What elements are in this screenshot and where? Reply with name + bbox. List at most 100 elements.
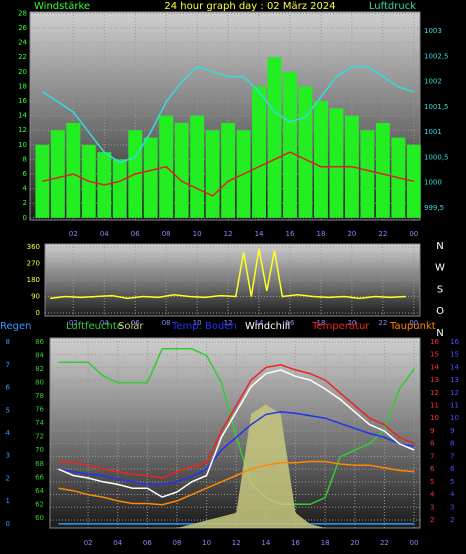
y3-tick-label: 2 — [6, 474, 10, 482]
x-tick-label: 20 — [350, 539, 359, 547]
y2-tick-label: 82 — [35, 365, 44, 373]
y2-tick-label: 1000,5 — [424, 153, 449, 161]
x-tick-label: 22 — [378, 319, 387, 327]
line — [41, 65, 415, 164]
y-tick-label: 6 — [23, 170, 28, 178]
y2-tick-label: 72 — [35, 433, 44, 441]
left-axis-title: Windstärke — [34, 1, 90, 12]
y3-tick-label: 5 — [6, 406, 10, 414]
x-tick-label: 04 — [113, 539, 122, 547]
legend-entry: Temp. Boden — [171, 321, 237, 332]
x-tick-label: 06 — [131, 319, 140, 327]
y-tick-label: 26 — [18, 24, 27, 32]
legend-entry: Taupunkt — [389, 321, 436, 332]
x-tick-label: 04 — [100, 230, 109, 238]
y2-tick-label: 70 — [35, 446, 44, 454]
y-tick-label: 6 — [430, 465, 435, 473]
y3-tick-label: 7 — [6, 361, 10, 369]
y-tick-label: 12 — [18, 126, 27, 134]
y-tick-label: 8 — [23, 155, 27, 163]
y-tick-label: 12 — [430, 389, 439, 397]
y-tick-label: 16 — [18, 97, 27, 105]
legend-entry: Temperatur — [311, 321, 370, 332]
y-tick-label: 11 — [430, 402, 439, 410]
bar — [360, 130, 375, 218]
chart-title: 24 hour graph day : 02 März 2024 — [164, 1, 335, 12]
bar — [406, 144, 421, 218]
compass-label: N — [436, 241, 443, 252]
y2-tick-label: 1001 — [424, 128, 442, 136]
y-tick-label: 0 — [36, 309, 40, 317]
x-tick-label: 02 — [84, 539, 93, 547]
y3-tick-label: 6 — [6, 384, 11, 392]
bar — [143, 137, 158, 218]
y2-tick-label: 78 — [35, 392, 44, 400]
y-tick-label: 7 — [450, 452, 454, 460]
y3-tick-label: 1 — [6, 497, 10, 505]
y-tick-label: 24 — [18, 39, 27, 47]
y2-tick-label: 1003 — [424, 27, 442, 35]
y-tick-label: 8 — [450, 440, 454, 448]
x-tick-label: 02 — [69, 319, 78, 327]
legend-entry: Luftfeuchte — [66, 321, 123, 332]
x-tick-label: 08 — [173, 539, 182, 547]
y-tick-label: 5 — [450, 478, 454, 486]
x-tick-label: 00 — [409, 230, 418, 238]
line — [58, 460, 415, 506]
y-tick-label: 4 — [430, 491, 435, 499]
line — [42, 151, 414, 197]
y-tick-label: 14 — [450, 363, 459, 371]
bar — [112, 159, 127, 218]
bar — [252, 86, 267, 218]
y-tick-label: 180 — [27, 276, 40, 284]
y-tick-label: 12 — [450, 389, 459, 397]
line — [50, 248, 407, 300]
y2-tick-label: 62 — [35, 500, 44, 508]
bar — [221, 122, 236, 218]
y2-tick-label: 80 — [35, 379, 44, 387]
y2-tick-label: 60 — [35, 514, 44, 522]
y2-tick-label: 1002 — [424, 78, 442, 86]
y-tick-label: 9 — [450, 427, 454, 435]
y-tick-label: 14 — [430, 363, 439, 371]
y2-tick-label: 84 — [35, 352, 44, 360]
y-tick-label: 360 — [27, 243, 40, 251]
y-tick-label: 22 — [18, 53, 27, 61]
y2-tick-label: 76 — [35, 406, 44, 414]
y-tick-label: 10 — [450, 414, 459, 422]
bar — [205, 130, 220, 218]
x-tick-label: 12 — [224, 230, 233, 238]
x-tick-label: 18 — [321, 539, 330, 547]
y-tick-label: 15 — [450, 351, 459, 359]
x-tick-label: 02 — [69, 230, 78, 238]
bar — [283, 71, 297, 218]
y-tick-label: 2 — [23, 199, 27, 207]
y-tick-label: 2 — [450, 516, 454, 524]
y-tick-label: 8 — [430, 440, 434, 448]
x-tick-label: 00 — [410, 539, 419, 547]
y3-tick-label: 0 — [6, 520, 10, 528]
y-tick-label: 16 — [450, 338, 459, 346]
x-tick-label: 12 — [232, 539, 241, 547]
compass-label: W — [435, 263, 445, 274]
y2-tick-label: 999,5 — [424, 204, 444, 212]
bar — [190, 115, 205, 218]
legend-entry: Windchill — [245, 321, 290, 332]
x-tick-label: 14 — [255, 230, 264, 238]
x-tick-label: 14 — [261, 539, 270, 547]
compass-label: O — [436, 306, 444, 317]
y-tick-label: 18 — [18, 82, 27, 90]
line — [58, 364, 415, 479]
y2-tick-label: 68 — [35, 460, 44, 468]
bar — [298, 86, 313, 218]
y-tick-label: 20 — [18, 68, 27, 76]
bar — [329, 108, 344, 218]
y-tick-label: 14 — [18, 112, 27, 120]
y2-tick-label: 74 — [35, 419, 44, 427]
x-tick-label: 10 — [202, 539, 211, 547]
x-tick-label: 04 — [100, 319, 109, 327]
bar — [313, 101, 328, 218]
y-tick-label: 10 — [18, 141, 27, 149]
bar — [375, 122, 390, 218]
